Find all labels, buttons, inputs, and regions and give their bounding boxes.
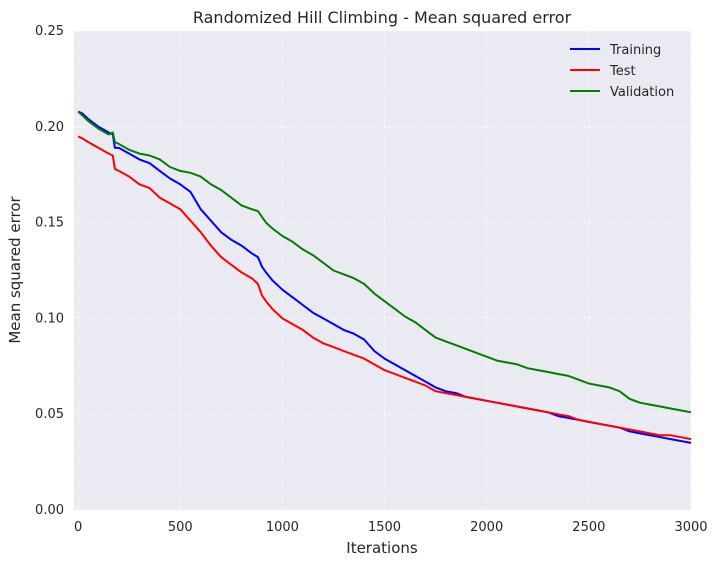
legend-label-test: Test [609,64,636,79]
y-axis-ticks: 0.00 0.05 0.10 0.15 0.20 0.25 [35,24,64,518]
x-axis-ticks: 0 500 1000 1500 2000 2500 3000 [74,520,708,535]
series-line-test [77,135,692,441]
y-tick-label: 0.10 [35,311,64,326]
y-tick-label: 0.05 [35,407,64,422]
x-tick-label: 2500 [572,520,605,535]
x-axis-label: Iterations [346,539,418,557]
x-tick-label: 1500 [368,520,401,535]
x-tick-label: 2000 [470,520,503,535]
y-tick-label: 0.00 [35,503,64,518]
chart-title: Randomized Hill Climbing - Mean squared … [193,8,572,27]
x-tick-label: 3000 [674,520,707,535]
y-tick-label: 0.20 [35,120,64,135]
x-tick-label: 500 [168,520,193,535]
x-tick-label: 0 [74,520,82,535]
y-tick-label: 0.25 [35,24,64,39]
series-line-validation [77,110,692,414]
legend-label-training: Training [609,43,661,58]
y-axis-label: Mean squared error [6,195,24,343]
x-tick-label: 1000 [266,520,299,535]
legend-label-validation: Validation [610,85,674,100]
legend: Training Test Validation [570,43,674,100]
plot-area [74,31,691,510]
series-layer [77,110,692,444]
y-tick-label: 0.15 [35,216,64,231]
